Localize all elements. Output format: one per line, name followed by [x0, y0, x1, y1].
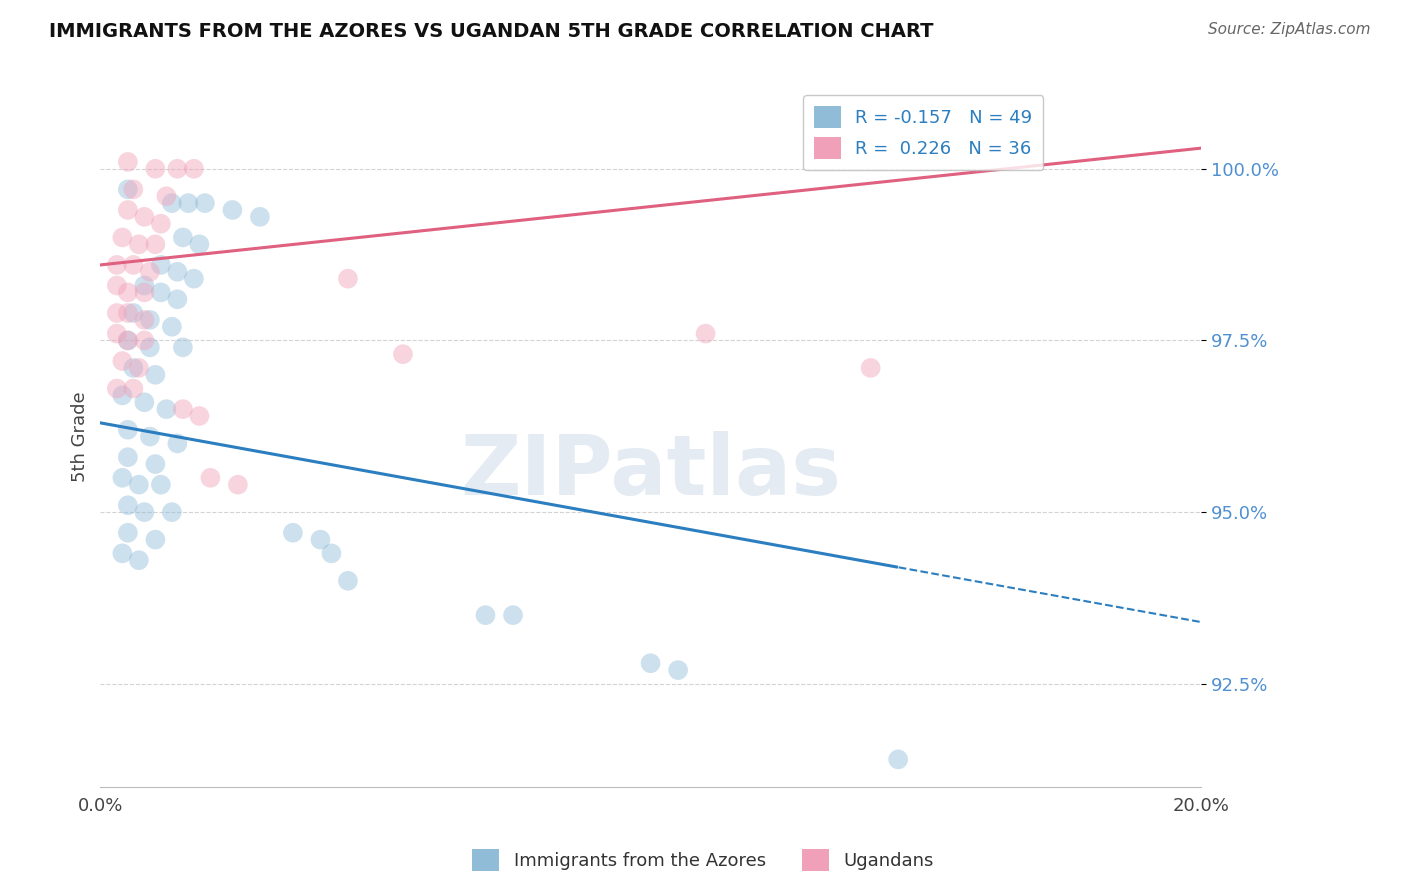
Point — [134, 285, 156, 300]
Point — [139, 313, 162, 327]
Point — [111, 354, 134, 368]
Point — [160, 196, 183, 211]
Point — [221, 202, 243, 217]
Point — [122, 258, 145, 272]
Point — [172, 402, 194, 417]
Point — [183, 271, 205, 285]
Point — [226, 477, 249, 491]
Point — [117, 155, 139, 169]
Point — [145, 457, 167, 471]
Point — [695, 326, 717, 341]
Point — [177, 196, 200, 211]
Point — [392, 347, 415, 361]
Point — [134, 278, 156, 293]
Legend: R = -0.157   N = 49, R =  0.226   N = 36: R = -0.157 N = 49, R = 0.226 N = 36 — [803, 95, 1043, 170]
Text: ZIPatlas: ZIPatlas — [460, 431, 841, 512]
Point — [149, 477, 172, 491]
Point — [117, 498, 139, 512]
Point — [111, 388, 134, 402]
Point — [859, 360, 882, 375]
Point — [139, 265, 162, 279]
Point — [321, 546, 343, 560]
Point — [145, 161, 167, 176]
Point — [166, 161, 188, 176]
Text: Source: ZipAtlas.com: Source: ZipAtlas.com — [1208, 22, 1371, 37]
Point — [336, 574, 359, 588]
Point — [166, 265, 188, 279]
Point — [149, 258, 172, 272]
Point — [122, 382, 145, 396]
Point — [105, 258, 128, 272]
Point — [194, 196, 217, 211]
Point — [117, 525, 139, 540]
Point — [128, 553, 150, 567]
Point — [149, 285, 172, 300]
Point — [139, 429, 162, 443]
Point — [128, 237, 150, 252]
Point — [117, 334, 139, 348]
Point — [160, 505, 183, 519]
Point — [105, 278, 128, 293]
Point — [336, 271, 359, 285]
Point — [117, 423, 139, 437]
Point — [145, 533, 167, 547]
Point — [474, 608, 496, 623]
Point — [200, 471, 222, 485]
Point — [134, 210, 156, 224]
Point — [249, 210, 271, 224]
Point — [122, 306, 145, 320]
Point — [122, 360, 145, 375]
Point — [117, 202, 139, 217]
Point — [887, 752, 910, 766]
Point — [172, 340, 194, 354]
Point — [281, 525, 304, 540]
Point — [188, 237, 211, 252]
Point — [105, 326, 128, 341]
Point — [117, 285, 139, 300]
Y-axis label: 5th Grade: 5th Grade — [72, 392, 89, 482]
Point — [122, 182, 145, 196]
Point — [117, 182, 139, 196]
Point — [117, 334, 139, 348]
Point — [111, 471, 134, 485]
Point — [160, 319, 183, 334]
Point — [139, 340, 162, 354]
Point — [502, 608, 524, 623]
Point — [134, 395, 156, 409]
Point — [134, 505, 156, 519]
Point — [128, 360, 150, 375]
Point — [309, 533, 332, 547]
Point — [111, 546, 134, 560]
Point — [128, 477, 150, 491]
Point — [111, 230, 134, 244]
Point — [166, 436, 188, 450]
Point — [134, 334, 156, 348]
Point — [117, 450, 139, 465]
Point — [105, 382, 128, 396]
Point — [183, 161, 205, 176]
Point — [145, 237, 167, 252]
Point — [155, 189, 177, 203]
Point — [134, 313, 156, 327]
Legend: Immigrants from the Azores, Ugandans: Immigrants from the Azores, Ugandans — [465, 842, 941, 879]
Point — [666, 663, 689, 677]
Point — [105, 306, 128, 320]
Point — [172, 230, 194, 244]
Point — [188, 409, 211, 423]
Point — [640, 657, 662, 671]
Point — [145, 368, 167, 382]
Point — [155, 402, 177, 417]
Point — [166, 292, 188, 306]
Point — [117, 306, 139, 320]
Text: IMMIGRANTS FROM THE AZORES VS UGANDAN 5TH GRADE CORRELATION CHART: IMMIGRANTS FROM THE AZORES VS UGANDAN 5T… — [49, 22, 934, 41]
Point — [149, 217, 172, 231]
